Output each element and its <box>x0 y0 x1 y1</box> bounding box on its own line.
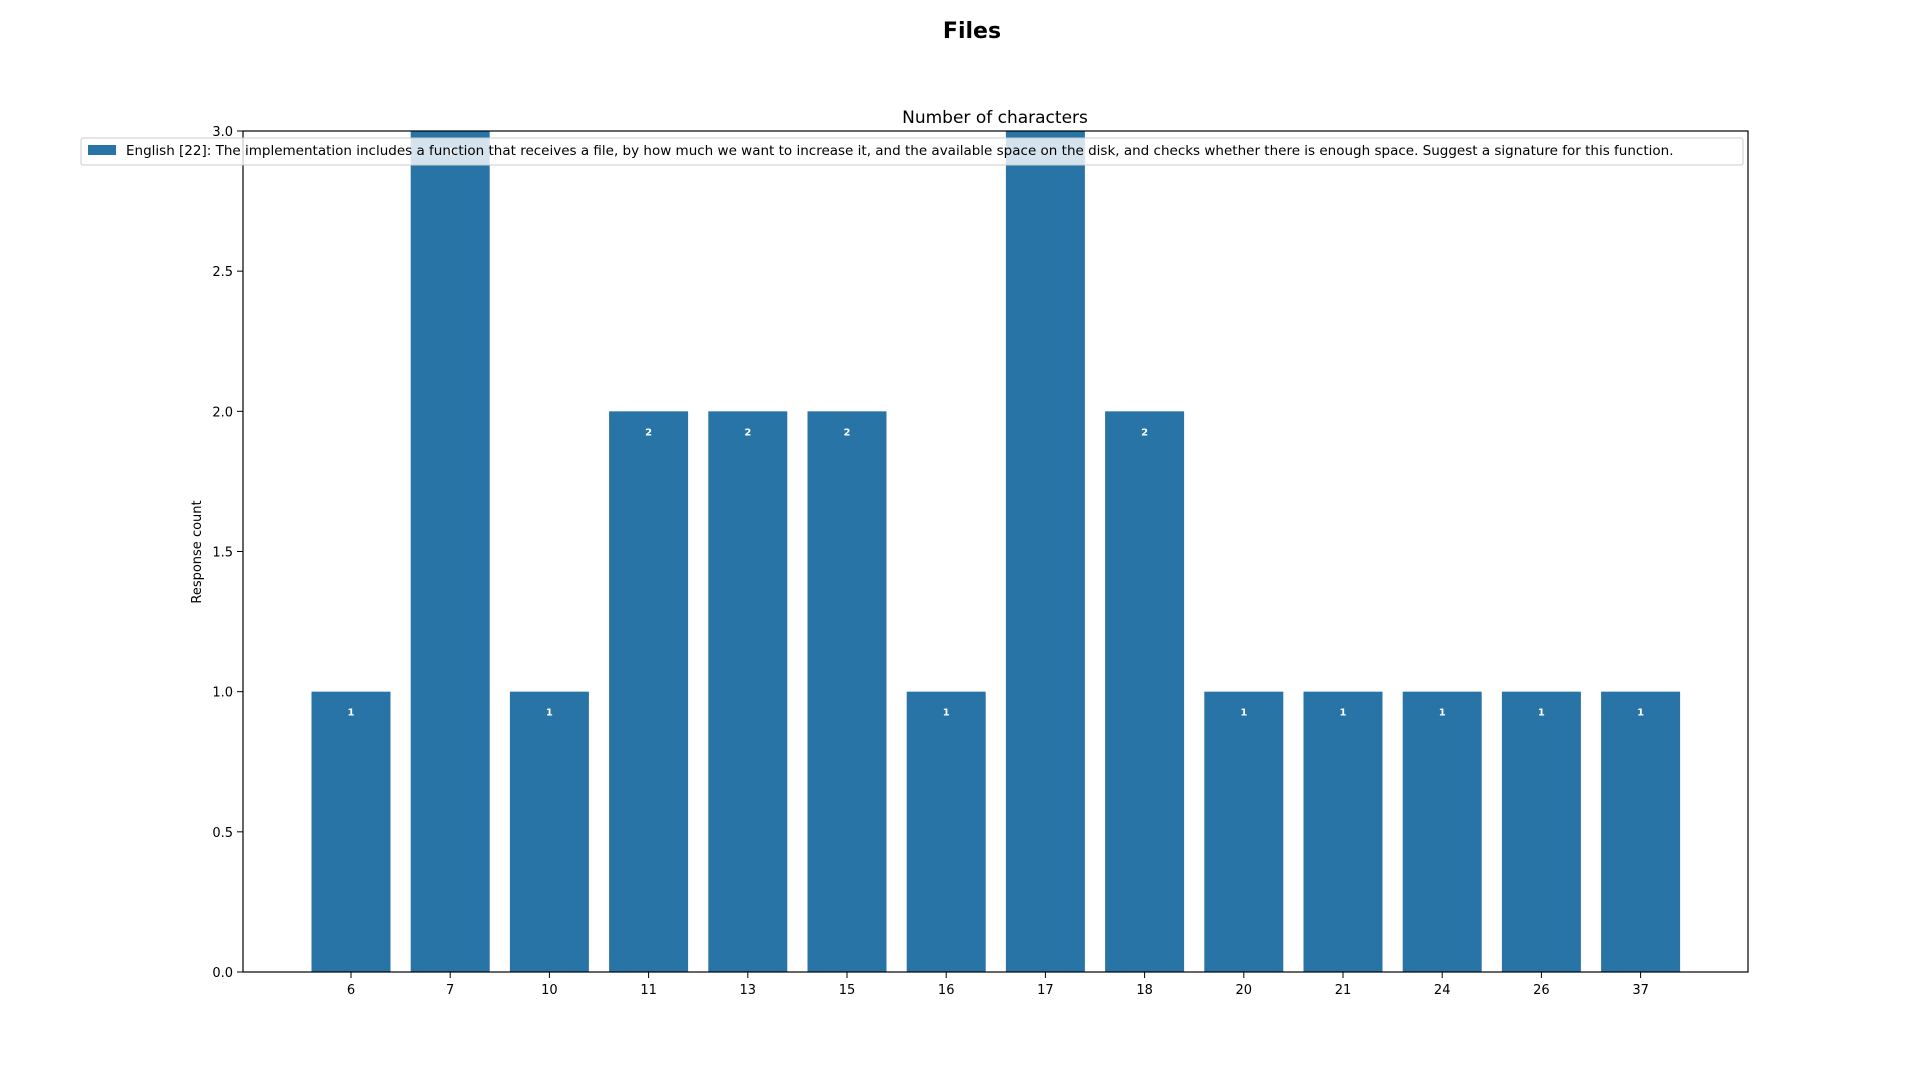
x-tick-label: 15 <box>839 983 856 998</box>
bar-7 <box>410 131 490 972</box>
y-tick-label: 1.0 <box>212 686 233 701</box>
bar-17 <box>1005 131 1085 972</box>
y-tick-label: 0.0 <box>212 966 233 981</box>
bar-24 <box>1402 691 1482 972</box>
bars-layer <box>311 131 1681 972</box>
x-tick-label: 13 <box>740 983 757 998</box>
x-tick-label: 17 <box>1037 983 1054 998</box>
x-tick-label: 18 <box>1136 983 1153 998</box>
x-tick-label: 21 <box>1335 983 1352 998</box>
y-tick-label: 3.0 <box>212 125 233 140</box>
legend-swatch <box>88 145 116 155</box>
x-tick-label: 11 <box>640 983 657 998</box>
legend-label: English [22]: The implementation include… <box>126 143 1674 159</box>
bar-20 <box>1204 691 1284 972</box>
bar-value-label: 1 <box>348 708 355 719</box>
bar-6 <box>311 691 391 972</box>
axes-title: Number of characters <box>902 108 1088 128</box>
bar-11 <box>609 411 689 972</box>
x-tick-label: 26 <box>1533 983 1550 998</box>
bar-value-label: 1 <box>1637 708 1644 719</box>
bar-value-label: 2 <box>844 427 851 438</box>
x-tick-label: 16 <box>938 983 955 998</box>
y-tick-label: 0.5 <box>212 826 233 841</box>
axes-layer: 0.00.51.01.52.02.53.06 7 10 11 13 15 16 17 18 20 2… <box>212 125 1749 998</box>
y-axis-label: Response count <box>190 500 205 603</box>
bar-value-label: 1 <box>1340 708 1347 719</box>
bar-value-label: 2 <box>645 427 652 438</box>
y-tick-label: 2.5 <box>212 265 233 280</box>
bar-value-label: 1 <box>943 708 950 719</box>
bar-37 <box>1601 691 1681 972</box>
legend: English [22]: The implementation include… <box>80 137 1744 166</box>
bar-value-label: 1 <box>1240 708 1247 719</box>
bar-13 <box>708 411 788 972</box>
x-tick-label: 10 <box>541 983 558 998</box>
x-tick-label: 24 <box>1434 983 1451 998</box>
bar-21 <box>1303 691 1383 972</box>
figure-title: Files <box>943 19 1001 44</box>
data-labels-layer: 13122213211111 <box>348 147 1645 719</box>
bar-value-label: 2 <box>744 427 751 438</box>
legend-frame <box>80 137 1744 166</box>
bar-value-label: 2 <box>1141 427 1148 438</box>
x-tick-label: 6 <box>347 983 355 998</box>
bar-26 <box>1501 691 1581 972</box>
y-tick-label: 1.5 <box>212 546 233 561</box>
bar-10 <box>509 691 589 972</box>
bar-18 <box>1105 411 1185 972</box>
bar-15 <box>807 411 887 972</box>
x-tick-label: 37 <box>1632 983 1649 998</box>
bar-value-label: 1 <box>1538 708 1545 719</box>
bar-16 <box>906 691 986 972</box>
y-tick-label: 2.0 <box>212 405 233 420</box>
bar-value-label: 1 <box>546 708 553 719</box>
x-tick-label: 7 <box>446 983 454 998</box>
bar-value-label: 1 <box>1439 708 1446 719</box>
x-tick-label: 20 <box>1236 983 1253 998</box>
